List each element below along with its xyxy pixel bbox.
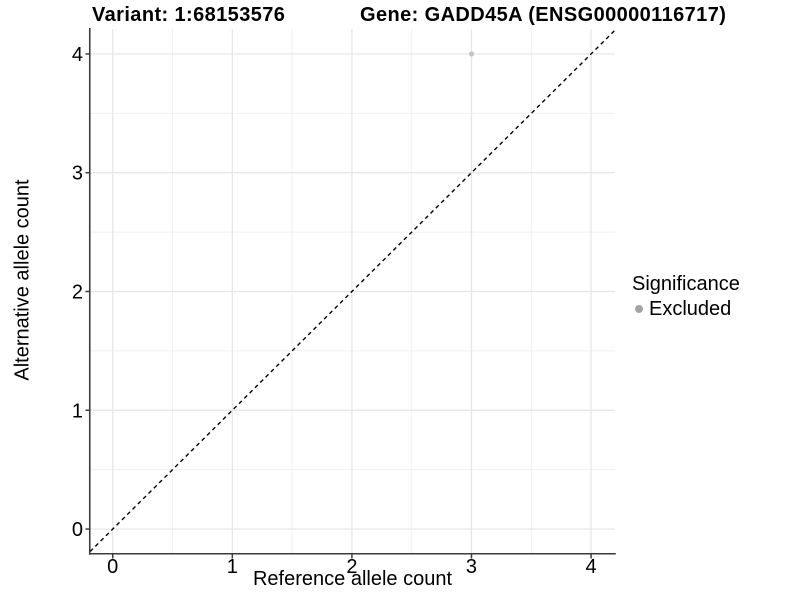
y-tick-label: 1 [72, 400, 83, 422]
x-tick-label: 4 [586, 556, 597, 578]
y-tick-label: 2 [72, 282, 83, 304]
x-tick-label: 2 [346, 556, 357, 578]
legend-item-excluded: Excluded [630, 298, 740, 320]
y-axis-title: Alternative allele count [11, 179, 34, 381]
data-point [468, 51, 475, 57]
legend-item-label: Excluded [649, 298, 732, 320]
gene-title: Gene: GADD45A (ENSG00000116717) [360, 4, 727, 26]
y-tick-label: 3 [72, 163, 83, 185]
excluded-key-dot-icon [635, 305, 643, 313]
x-axis-title: Reference allele count [252, 568, 452, 590]
significance-legend: Significance Excluded [630, 273, 740, 320]
legend-title: Significance [632, 273, 740, 295]
y-tick-label: 4 [72, 44, 83, 66]
identity-reference-line [89, 29, 616, 553]
x-tick-label: 3 [466, 556, 477, 578]
x-tick-label: 1 [227, 556, 238, 578]
x-tick-label: 0 [107, 556, 118, 578]
variant-title: Variant: 1:68153576 [92, 4, 286, 26]
y-tick-label: 0 [72, 519, 83, 541]
